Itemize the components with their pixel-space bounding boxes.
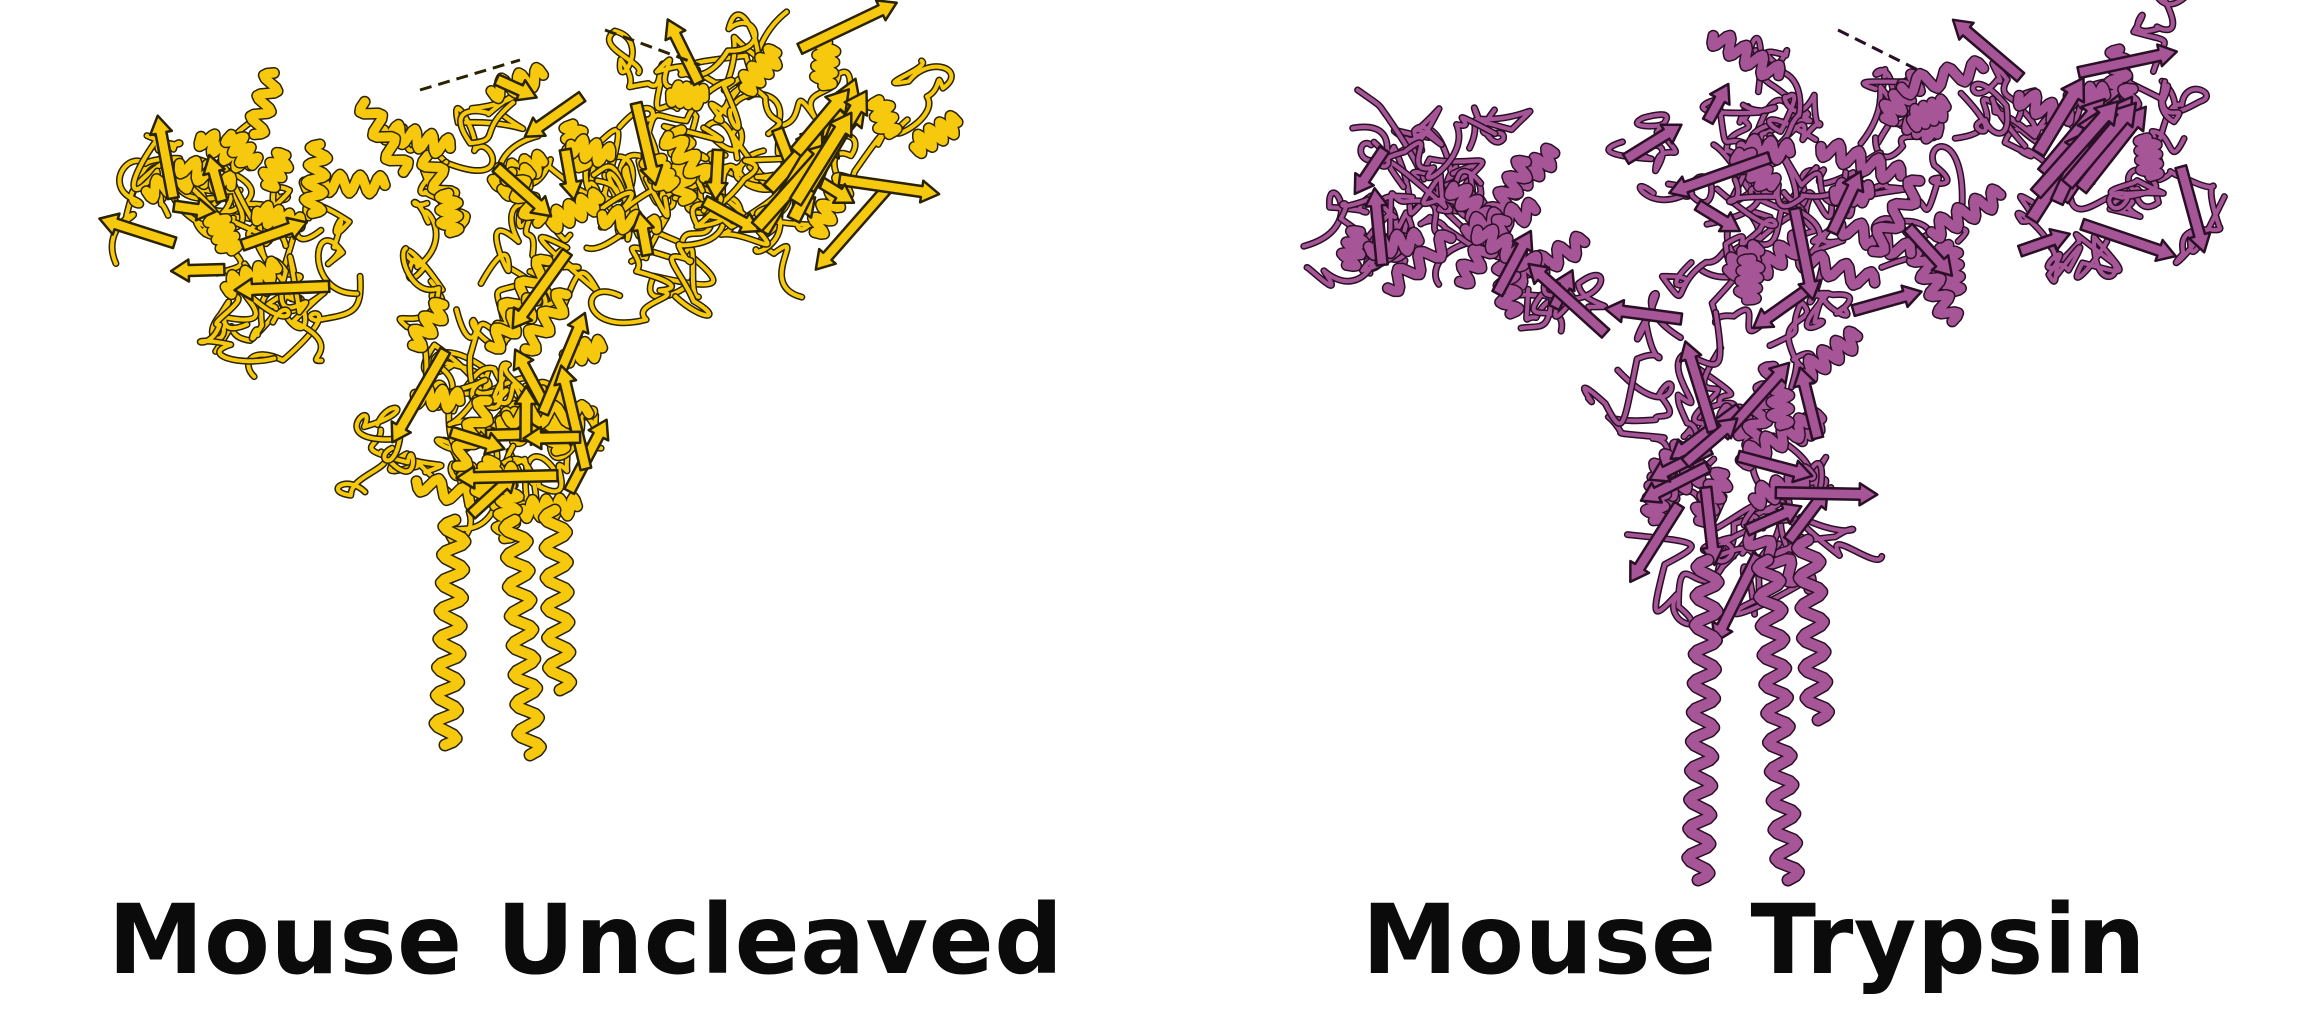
protein-structure-uncleaved (98, 0, 964, 762)
protein-structure-trypsin (1300, 0, 2228, 887)
panel-caption-trypsin: Mouse Trypsin (1362, 884, 2146, 996)
panel-caption-uncleaved: Mouse Uncleaved (108, 884, 1064, 996)
structure-panel-trypsin: Mouse Trypsin (1148, 0, 2297, 1014)
structure-panel-uncleaved: Mouse Uncleaved (0, 0, 1148, 1014)
